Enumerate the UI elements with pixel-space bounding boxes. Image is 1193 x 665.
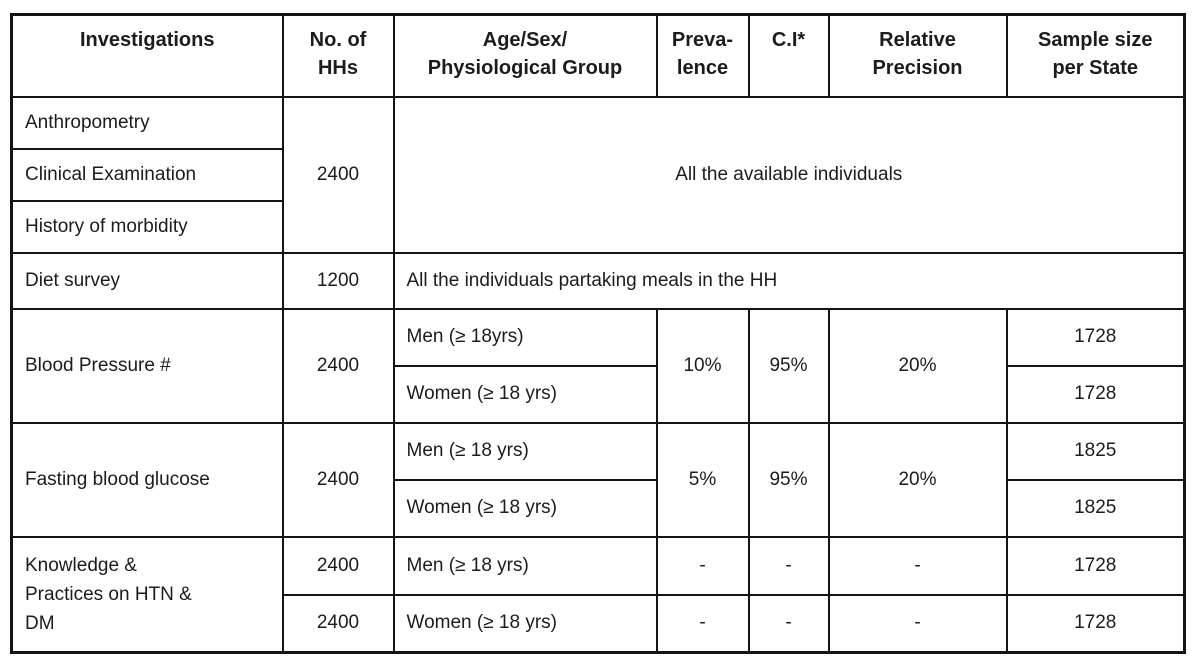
investigation-line: DM <box>25 612 55 634</box>
hhs-cell: 2400 <box>281 535 395 596</box>
header-sample-size: Sample size per State <box>1005 13 1186 98</box>
table-row: Fasting blood glucose 2400 Men (≥ 18 yrs… <box>10 421 1186 538</box>
relative-precision-cell: 20% <box>827 421 1008 538</box>
header-relative-precision: Relative Precision <box>827 13 1008 98</box>
group-cell: Men (≥ 18 yrs) <box>392 421 658 481</box>
document-page: Investigations No. of HHs Age/Sex/ Physi… <box>10 13 1186 654</box>
group-cell: Women (≥ 18 yrs) <box>392 478 658 538</box>
sample-size-cell: 1728 <box>1005 364 1186 424</box>
header-text: No. of <box>309 29 367 51</box>
ci-cell: - <box>747 593 830 654</box>
table-row: Women (≥ 18 yrs) 1825 <box>12 478 1186 538</box>
investigation-cell: History of morbidity <box>10 199 284 254</box>
investigation-cell: Fasting blood glucose <box>10 421 284 538</box>
header-no-of-hhs: No. of HHs <box>281 13 395 98</box>
table-row: Blood Pressure # 2400 Men (≥ 18yrs) 10% … <box>10 307 1186 424</box>
table-row: Clinical Examination <box>10 147 1185 202</box>
table-row: 2400 Women (≥ 18 yrs) - - - 1728 <box>12 593 1186 654</box>
investigation-cell: Blood Pressure # <box>10 307 284 424</box>
ci-cell: 95% <box>747 421 830 538</box>
sample-size-cell: 1728 <box>1005 593 1186 654</box>
prevalence-cell: 10% <box>655 307 750 424</box>
investigation-cell: Knowledge & Practices on HTN & DM <box>10 535 284 654</box>
sample-size-cell: 1728 <box>1005 307 1186 367</box>
hhs-cell: 1200 <box>281 251 395 310</box>
group-note-cell: All the available individuals <box>392 95 1186 254</box>
hhs-cell: 2400 <box>281 421 395 538</box>
relative-precision-cell: - <box>827 535 1008 596</box>
header-text: Precision <box>872 57 963 79</box>
header-text: Physiological Group <box>427 57 623 79</box>
header-text: Age/Sex/ <box>482 29 568 51</box>
table-row: Anthropometry 2400 All the available ind… <box>10 95 1186 254</box>
relative-precision-cell: - <box>827 593 1008 654</box>
header-investigations: Investigations <box>10 13 284 98</box>
group-cell: Men (≥ 18yrs) <box>392 307 658 367</box>
investigation-cell: Anthropometry <box>10 95 284 150</box>
group-cell: Men (≥ 18 yrs) <box>392 535 658 596</box>
header-text: per State <box>1052 57 1139 79</box>
prevalence-cell: - <box>655 535 750 596</box>
hhs-cell: 2400 <box>281 593 395 654</box>
sample-size-cell: 1825 <box>1005 478 1186 538</box>
group-note-cell: All the individuals partaking meals in t… <box>392 251 1186 310</box>
header-ci: C.I* <box>747 13 830 98</box>
sample-size-cell: 1728 <box>1005 535 1186 596</box>
header-text: Relative <box>879 29 956 51</box>
relative-precision-cell: 20% <box>827 307 1008 424</box>
hhs-cell: 2400 <box>281 307 395 424</box>
investigation-line: Practices on HTN & <box>25 583 192 605</box>
header-text: HHs <box>317 57 358 79</box>
ci-cell: 95% <box>747 307 830 424</box>
sample-size-cell: 1825 <box>1005 421 1186 481</box>
investigation-line: Knowledge & <box>25 554 137 576</box>
header-text: Investigations <box>80 29 215 51</box>
header-age-sex-group: Age/Sex/ Physiological Group <box>392 13 658 98</box>
sampling-design-table: Investigations No. of HHs Age/Sex/ Physi… <box>10 13 1186 654</box>
header-text: lence <box>676 57 729 79</box>
group-cell: Women (≥ 18 yrs) <box>392 364 658 424</box>
investigation-cell: Clinical Examination <box>10 147 284 202</box>
prevalence-cell: 5% <box>655 421 750 538</box>
header-text: Sample size <box>1037 29 1153 51</box>
hhs-cell: 2400 <box>281 95 395 254</box>
table-row: Diet survey 1200 All the individuals par… <box>10 251 1186 310</box>
investigation-cell: Diet survey <box>10 251 284 310</box>
group-cell: Women (≥ 18 yrs) <box>392 593 658 654</box>
ci-cell: - <box>747 535 830 596</box>
table-row: Knowledge & Practices on HTN & DM 2400 M… <box>10 535 1186 654</box>
table-row: History of morbidity <box>10 199 1185 254</box>
header-text: C.I* <box>771 29 806 51</box>
prevalence-cell: - <box>655 593 750 654</box>
header-prevalence: Preva- lence <box>655 13 750 98</box>
header-row: Investigations No. of HHs Age/Sex/ Physi… <box>10 13 1186 98</box>
header-text: Preva- <box>671 29 734 51</box>
table-row: Women (≥ 18 yrs) 1728 <box>12 364 1186 424</box>
